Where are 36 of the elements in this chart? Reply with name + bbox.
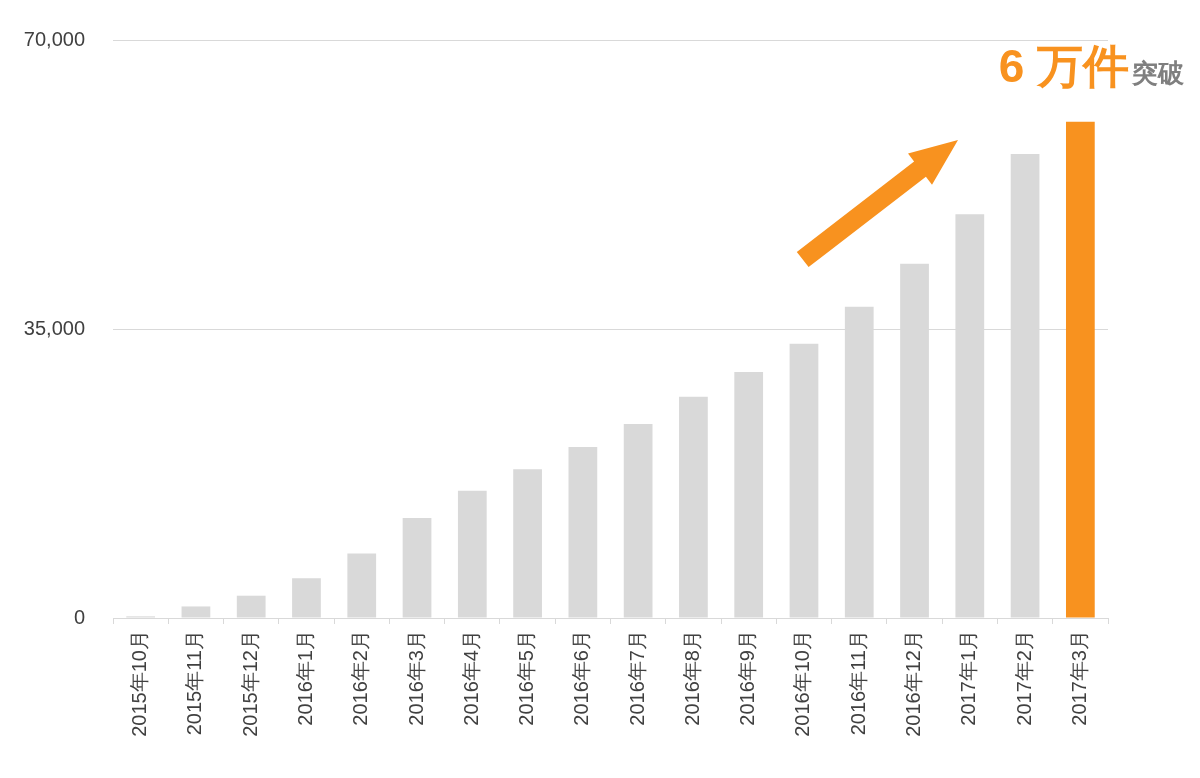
x-tick-label: 2016年8月 — [680, 630, 703, 726]
x-tick-label: 2016年6月 — [570, 630, 593, 726]
bar — [679, 396, 708, 618]
x-tick-label: 2016年9月 — [736, 630, 759, 726]
x-tick-label: 2016年10月 — [791, 630, 814, 737]
x-tick-label: 2016年5月 — [515, 630, 538, 726]
bar — [789, 343, 819, 618]
x-tick-label: 2016年1月 — [293, 630, 316, 726]
bar — [1065, 121, 1095, 618]
x-tick-label: 2017年1月 — [957, 630, 980, 726]
x-tick-label: 2015年11月 — [183, 630, 206, 736]
x-tick-label: 2017年2月 — [1012, 630, 1035, 726]
x-tick-label: 2016年12月 — [902, 630, 925, 737]
x-tick-label: 2015年10月 — [128, 630, 151, 737]
y-tick-label: 70,000 — [23, 27, 85, 50]
x-tick-label: 2016年4月 — [459, 630, 482, 726]
y-tick-label: 0 — [73, 605, 85, 628]
bar — [513, 469, 542, 618]
annotation: 6 万件 — [998, 40, 1130, 92]
x-tick-label: 2015年12月 — [238, 630, 261, 737]
x-tick-label: 2016年11月 — [846, 630, 869, 736]
x-tick-label: 2016年3月 — [404, 630, 427, 726]
x-tick-label: 2016年7月 — [625, 630, 648, 726]
bar — [457, 490, 487, 618]
bar — [623, 423, 653, 618]
bar — [402, 518, 432, 618]
bar — [734, 371, 764, 618]
y-tick-label: 35,000 — [23, 316, 85, 339]
bar — [236, 595, 266, 618]
bar — [292, 578, 321, 618]
bar — [347, 553, 377, 618]
text: 突破 — [1131, 58, 1185, 88]
bar — [568, 447, 598, 618]
x-tick-label: 2016年2月 — [349, 630, 372, 726]
x-tick-label: 2017年3月 — [1067, 630, 1090, 726]
bar — [181, 606, 211, 618]
